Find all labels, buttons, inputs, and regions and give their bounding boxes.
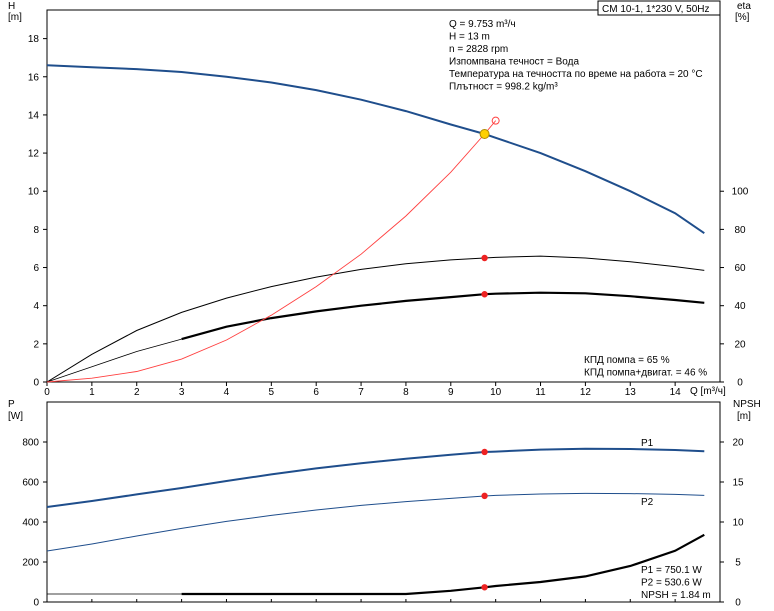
chart-title: CM 10-1, 1*230 V, 50Hz (602, 4, 709, 15)
duty-point-marker (479, 129, 490, 139)
x-tick-label: 0 (44, 387, 50, 398)
x-tick-label: 4 (224, 387, 230, 398)
info-line: Изпомпвана течност = Вода (449, 57, 579, 68)
x-tick-label: 14 (670, 387, 682, 398)
y-left-tick-label: 12 (28, 149, 40, 160)
bottom-y-right-tick-label: 15 (732, 478, 744, 489)
info-line: Плътност = 998.2 kg/m³ (449, 82, 558, 93)
system-curve-end-marker (491, 116, 500, 125)
legend-p2: P2 (641, 497, 654, 508)
y-right-tick-label: 80 (734, 225, 746, 236)
p1-curve (46, 447, 705, 508)
power-info-line: P2 = 530.6 W (641, 578, 702, 589)
x-tick-label: 5 (269, 387, 275, 398)
y-left-tick-label: 8 (33, 225, 39, 236)
y-left-label: H (8, 1, 15, 12)
bottom-y-left-tick-label: 200 (22, 558, 39, 569)
x-tick-label: 7 (358, 387, 364, 398)
bottom-y-left-tick-label: 600 (22, 478, 39, 489)
y-left-tick-label: 0 (33, 378, 39, 389)
title-box (597, 0, 721, 16)
power-info-line: P1 = 750.1 W (641, 565, 702, 576)
x-tick-label: 6 (313, 387, 319, 398)
power-point-marker (481, 584, 488, 591)
bottom-y-left-unit: [W] (8, 411, 23, 422)
total-efficiency-curve-extension (46, 338, 182, 383)
y-left-tick-label: 10 (28, 187, 40, 198)
x-tick-label: 9 (448, 387, 454, 398)
bottom-y-right-tick-label: 20 (732, 438, 744, 449)
head-curve (46, 64, 705, 235)
bottom-y-left-tick-label: 400 (22, 518, 39, 529)
bottom-y-right-tick-label: 5 (735, 558, 741, 569)
x-tick-label: 12 (580, 387, 592, 398)
y-left-tick-label: 14 (28, 110, 40, 121)
y-left-tick-label: 6 (33, 263, 39, 274)
info-line: Q = 9.753 m³/ч (449, 19, 516, 30)
y-right-tick-label: 20 (734, 339, 746, 350)
power-info-line: NPSH = 1.84 m (641, 590, 711, 601)
power-point-marker (481, 492, 488, 500)
bottom-y-right-unit: [m] (737, 411, 751, 422)
efficiency-info-line: КПД помпа = 65 % (584, 355, 670, 366)
bottom-y-right-tick-label: 0 (735, 598, 741, 609)
bottom-y-left-label: P (8, 399, 15, 410)
total-efficiency-curve (181, 291, 705, 341)
efficiency-point-marker (481, 254, 488, 262)
npsh-curve (181, 533, 705, 596)
y-right-label: eta (737, 1, 751, 12)
x-tick-label: 13 (625, 387, 637, 398)
legend-p1: P1 (641, 438, 654, 449)
bottom-y-left-tick-label: 0 (33, 598, 39, 609)
efficiency-info-line: КПД помпа+двигат. = 46 % (584, 368, 707, 379)
y-left-tick-label: 2 (33, 339, 39, 350)
top-plot-frame (46, 9, 721, 383)
bottom-y-left-tick-label: 800 (22, 438, 39, 449)
info-line: n = 2828 rpm (449, 44, 508, 55)
y-left-tick-label: 16 (28, 72, 40, 83)
system-curve (46, 120, 497, 383)
y-right-tick-label: 0 (737, 378, 743, 389)
y-right-tick-label: 40 (734, 301, 746, 312)
p2-curve (46, 492, 705, 552)
bottom-y-right-label: NPSH (733, 399, 761, 410)
y-right-tick-label: 100 (732, 187, 749, 198)
y-left-tick-label: 4 (33, 301, 39, 312)
pump-efficiency-curve (46, 255, 705, 383)
y-right-unit: [%] (735, 12, 750, 23)
bottom-plot-frame (46, 401, 721, 603)
x-axis-label: Q [m³/ч] (690, 386, 726, 397)
efficiency-point-marker (481, 291, 488, 298)
info-line: H = 13 m (449, 32, 490, 43)
x-tick-label: 2 (134, 387, 140, 398)
info-line: Температура на течността по време на раб… (449, 68, 703, 80)
y-left-tick-label: 18 (28, 34, 40, 45)
bottom-y-right-tick-label: 10 (732, 518, 744, 529)
x-tick-label: 1 (89, 387, 95, 398)
power-point-marker (481, 448, 488, 456)
x-tick-label: 3 (179, 387, 185, 398)
x-tick-label: 10 (490, 387, 502, 398)
x-tick-label: 8 (403, 387, 409, 398)
y-right-tick-label: 60 (734, 263, 746, 274)
x-tick-label: 11 (535, 387, 546, 398)
y-left-unit: [m] (8, 12, 22, 23)
